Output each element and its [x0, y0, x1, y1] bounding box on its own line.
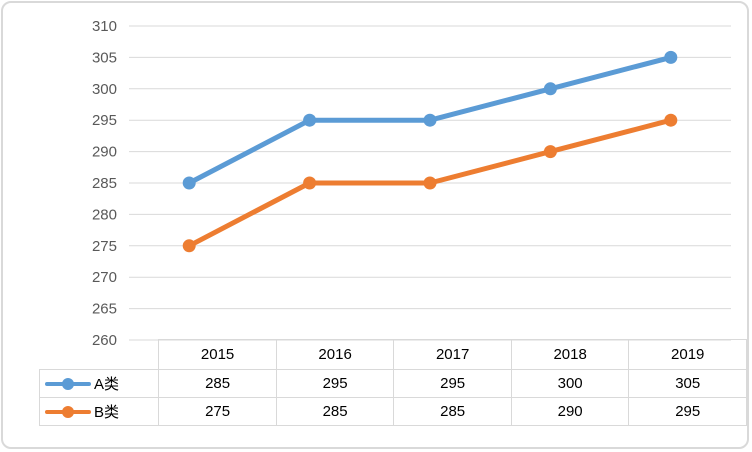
data-point-marker-A类[interactable] [423, 113, 437, 127]
year-header-cell[interactable]: 2019 [628, 339, 747, 370]
value-cell-a[interactable]: 295 [275, 369, 395, 398]
y-axis-tick-label: 295 [92, 112, 117, 129]
legend-label-series-a: A类 [94, 376, 120, 393]
value-cell-a[interactable]: 285 [158, 369, 277, 398]
value-cell-b[interactable]: 295 [628, 397, 747, 426]
table-row-series-a: A类 285 295 295 300 305 [38, 369, 747, 398]
legend-label-series-b: B类 [94, 404, 120, 421]
data-point-marker-A类[interactable] [303, 113, 317, 127]
y-axis-tick-label: 265 [92, 301, 117, 318]
year-header-cell[interactable]: 2016 [275, 339, 395, 370]
data-point-marker-A类[interactable] [664, 50, 678, 64]
data-point-marker-B类[interactable] [182, 239, 196, 253]
y-axis-tick-label: 280 [92, 206, 117, 223]
value-cell-b[interactable]: 290 [510, 397, 630, 426]
table-row-series-b: B类 275 285 285 290 295 [38, 397, 747, 426]
year-header-cell[interactable]: 2017 [393, 339, 512, 370]
value-cell-b[interactable]: 285 [275, 397, 395, 426]
line-chart-plot-area: 260 265 270 275 280 285 290 295 300 305 310 [92, 18, 731, 349]
y-axis-tick-label: 290 [92, 144, 117, 161]
data-point-marker-B类[interactable] [543, 145, 557, 159]
y-axis-tick-label: 260 [92, 332, 117, 349]
value-cell-a[interactable]: 305 [628, 369, 747, 398]
legend-cell-series-b[interactable]: B类 [38, 397, 160, 426]
legend-cell-series-a[interactable]: A类 [38, 369, 160, 398]
chart-data-table: 2015 2016 2017 2018 2019 A类 285 295 295 … [38, 339, 747, 426]
value-cell-a[interactable]: 295 [393, 369, 512, 398]
value-cell-b[interactable]: 285 [393, 397, 512, 426]
legend-key-series-b [45, 405, 91, 419]
y-axis-tick-label: 310 [92, 18, 117, 35]
legend-marker-swatch-b [62, 405, 74, 418]
y-axis-tick-label: 275 [92, 238, 117, 255]
data-point-marker-B类[interactable] [664, 113, 678, 127]
y-axis-tick-label: 300 [92, 81, 117, 98]
table-row-years: 2015 2016 2017 2018 2019 [40, 339, 747, 370]
y-axis-tick-label: 305 [92, 49, 117, 66]
legend-key-series-a [45, 377, 91, 391]
data-point-marker-B类[interactable] [423, 176, 437, 190]
y-axis-tick-label: 270 [92, 269, 117, 286]
year-header-cell[interactable]: 2015 [158, 339, 277, 370]
data-point-marker-B类[interactable] [303, 176, 317, 190]
value-cell-b[interactable]: 275 [158, 397, 277, 426]
year-header-cell[interactable]: 2018 [510, 339, 630, 370]
legend-marker-swatch-a [62, 377, 74, 390]
y-axis-tick-label: 285 [92, 175, 117, 192]
data-point-marker-A类[interactable] [182, 176, 196, 190]
table-corner-blank [40, 340, 159, 370]
data-point-marker-A类[interactable] [543, 82, 557, 96]
value-cell-a[interactable]: 300 [510, 369, 630, 398]
